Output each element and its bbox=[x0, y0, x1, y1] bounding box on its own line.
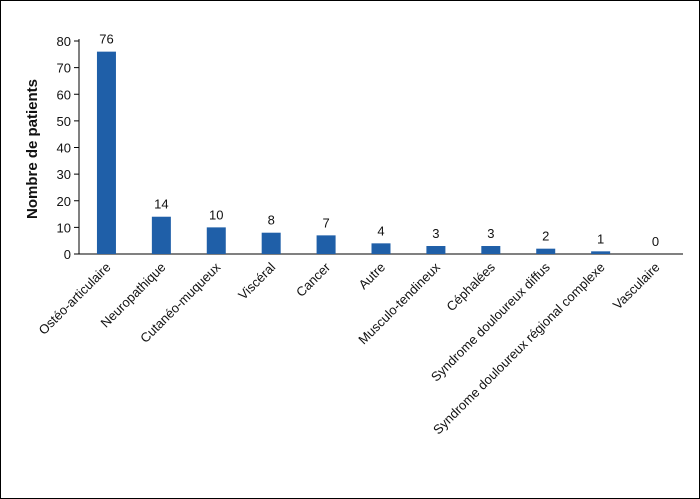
y-tick-label: 50 bbox=[57, 114, 71, 129]
bar-value-label: 3 bbox=[432, 226, 439, 241]
bar bbox=[96, 51, 116, 255]
bar-value-label: 76 bbox=[99, 32, 113, 47]
bar-value-label: 4 bbox=[377, 223, 384, 238]
y-tick-label: 40 bbox=[57, 141, 71, 156]
bar bbox=[481, 246, 501, 254]
y-tick-label: 10 bbox=[57, 220, 71, 235]
bar-value-label: 7 bbox=[322, 215, 329, 230]
bar bbox=[206, 227, 226, 254]
bar-value-label: 10 bbox=[209, 207, 223, 222]
y-tick-label: 70 bbox=[57, 61, 71, 76]
bar-value-label: 1 bbox=[597, 231, 604, 246]
category-label: Céphalées bbox=[443, 259, 498, 314]
bar-value-label: 3 bbox=[487, 226, 494, 241]
y-ticks: 0 10 20 30 40 50 60 70 80 bbox=[57, 34, 79, 262]
bars bbox=[96, 51, 611, 255]
category-label: Cancer bbox=[293, 259, 334, 300]
y-tick-label: 80 bbox=[57, 34, 71, 49]
bar bbox=[316, 235, 336, 254]
y-tick-label: 0 bbox=[64, 247, 71, 262]
bar bbox=[591, 251, 611, 254]
bar bbox=[426, 246, 446, 254]
category-label: Viscéral bbox=[235, 259, 278, 302]
bar-value-label: 2 bbox=[542, 229, 549, 244]
y-tick-label: 60 bbox=[57, 87, 71, 102]
bar-value-label: 14 bbox=[154, 197, 168, 212]
category-label: Vasculaire bbox=[610, 260, 663, 313]
bar-value-label: 8 bbox=[268, 213, 275, 228]
bar-value-label: 0 bbox=[652, 234, 659, 249]
y-axis-label: Nombre de patients bbox=[24, 79, 41, 219]
category-labels: Ostéo-articulaireNeuropathiqueCutanéo-mu… bbox=[36, 259, 663, 437]
bar bbox=[261, 232, 281, 254]
bar bbox=[371, 243, 391, 254]
category-label: Ostéo-articulaire bbox=[36, 260, 114, 338]
y-tick-label: 30 bbox=[57, 167, 71, 182]
bar bbox=[151, 216, 171, 254]
bar bbox=[536, 248, 556, 254]
category-label: Autre bbox=[356, 260, 389, 293]
y-tick-label: 20 bbox=[57, 194, 71, 209]
